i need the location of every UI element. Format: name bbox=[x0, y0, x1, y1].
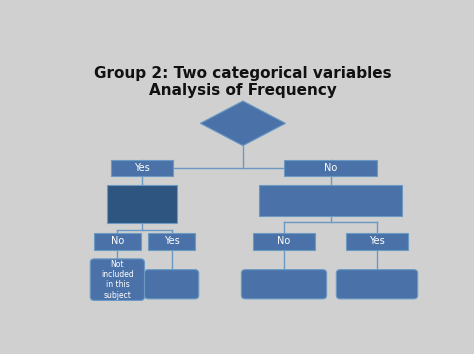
Text: Not
included
in this
subject: Not included in this subject bbox=[101, 259, 134, 300]
Text: Group 2: Two categorical variables
Analysis of Frequency: Group 2: Two categorical variables Analy… bbox=[94, 65, 392, 98]
Bar bbox=[111, 160, 173, 176]
Bar bbox=[253, 233, 315, 250]
FancyBboxPatch shape bbox=[145, 270, 199, 299]
Bar bbox=[284, 160, 377, 176]
FancyBboxPatch shape bbox=[337, 270, 418, 299]
Text: No: No bbox=[324, 163, 337, 173]
Text: No: No bbox=[111, 236, 124, 246]
Text: No: No bbox=[277, 236, 291, 246]
Bar bbox=[94, 233, 141, 250]
FancyBboxPatch shape bbox=[90, 259, 145, 301]
Text: Yes: Yes bbox=[134, 163, 150, 173]
Polygon shape bbox=[201, 101, 285, 145]
Text: Yes: Yes bbox=[164, 236, 180, 246]
Bar bbox=[346, 233, 408, 250]
Bar bbox=[259, 185, 402, 216]
Bar bbox=[107, 185, 177, 223]
Text: Yes: Yes bbox=[369, 236, 385, 246]
Bar bbox=[148, 233, 195, 250]
FancyBboxPatch shape bbox=[241, 270, 327, 299]
